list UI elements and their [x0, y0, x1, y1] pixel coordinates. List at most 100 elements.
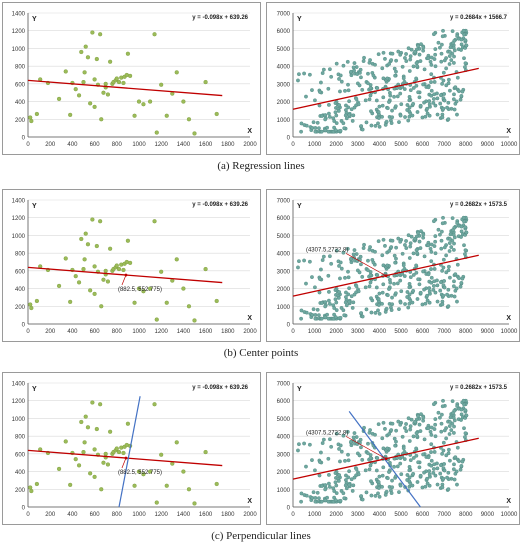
data-point: [365, 81, 370, 86]
data-point: [367, 97, 372, 102]
data-point: [108, 59, 113, 64]
data-point: [125, 421, 130, 426]
data-point: [369, 310, 374, 315]
data-point: [418, 103, 423, 108]
data-point: [442, 92, 447, 96]
data-point: [407, 464, 412, 469]
data-point: [132, 483, 137, 488]
y-axis-label: Y: [297, 203, 302, 210]
data-point: [101, 277, 106, 282]
data-point: [432, 267, 437, 271]
center-point-arrow: [121, 457, 127, 469]
y-tick-label: 1000: [277, 118, 291, 124]
data-point: [82, 257, 87, 262]
data-point: [403, 56, 407, 60]
data-point: [385, 476, 390, 481]
y-axis-label: Y: [32, 203, 37, 210]
data-point: [447, 241, 452, 245]
data-point: [358, 254, 363, 259]
data-point: [326, 129, 331, 134]
data-point: [343, 458, 347, 463]
data-point: [447, 54, 452, 58]
data-point: [452, 424, 456, 429]
data-point: [438, 45, 442, 50]
data-point: [105, 279, 111, 284]
data-point: [448, 237, 452, 241]
data-point: [409, 47, 414, 52]
data-point: [319, 80, 323, 85]
data-point: [376, 480, 381, 484]
data-point: [406, 233, 411, 238]
data-point: [453, 455, 458, 460]
data-point: [334, 491, 339, 496]
data-point: [90, 30, 95, 35]
data-point: [425, 293, 429, 298]
data-point: [380, 473, 385, 478]
x-axis-label: X: [506, 315, 511, 322]
y-tick-label: 0: [22, 323, 26, 329]
data-point: [380, 484, 384, 489]
data-point: [383, 492, 388, 497]
center-point-label: (882.5, 552.775): [118, 470, 162, 476]
data-point: [81, 79, 86, 85]
data-point: [108, 246, 113, 251]
data-point: [299, 491, 304, 496]
data-point: [459, 464, 464, 468]
data-point: [376, 491, 380, 496]
data-point: [455, 75, 460, 80]
data-point: [390, 238, 395, 243]
data-point: [368, 93, 373, 98]
data-point: [339, 266, 344, 271]
data-point: [393, 73, 398, 78]
data-point: [438, 288, 443, 293]
data-point: [401, 446, 406, 451]
x-tick-label: 4000: [373, 512, 387, 518]
data-point: [326, 273, 331, 278]
data-point: [352, 248, 357, 252]
data-point: [398, 91, 403, 96]
data-point: [427, 469, 432, 473]
data-point: [313, 285, 317, 290]
data-point: [383, 243, 387, 248]
data-point: [418, 290, 423, 295]
data-point: [92, 264, 97, 269]
data-point: [376, 297, 381, 301]
data-point: [214, 111, 219, 117]
data-point: [132, 113, 137, 118]
data-point: [376, 239, 381, 244]
data-point: [192, 131, 197, 136]
data-point: [313, 468, 317, 473]
data-point: [336, 108, 341, 113]
data-point: [407, 475, 412, 480]
data-point: [358, 437, 363, 442]
data-point: [323, 128, 328, 133]
data-point: [101, 90, 106, 95]
data-point: [114, 263, 119, 268]
data-point: [327, 302, 332, 306]
data-point: [405, 295, 410, 299]
data-point: [438, 471, 443, 476]
data-point: [377, 124, 382, 129]
data-point: [429, 80, 433, 84]
data-point: [447, 249, 452, 253]
data-point: [337, 473, 342, 477]
data-point: [321, 254, 326, 259]
data-point: [452, 462, 456, 467]
data-point: [433, 103, 438, 108]
data-point: [68, 299, 73, 304]
x-tick-label: 600: [90, 329, 101, 335]
data-point: [414, 431, 419, 435]
data-point: [436, 227, 441, 232]
data-point: [389, 245, 394, 249]
data-point: [164, 300, 169, 305]
data-point: [389, 121, 394, 125]
data-point: [299, 129, 303, 134]
data-point: [311, 120, 316, 125]
center-point-marker: [124, 456, 128, 460]
data-point: [407, 439, 412, 443]
data-point: [418, 429, 423, 434]
data-point: [421, 269, 426, 274]
data-point: [373, 493, 378, 498]
data-point: [438, 463, 443, 468]
data-point: [203, 449, 208, 455]
